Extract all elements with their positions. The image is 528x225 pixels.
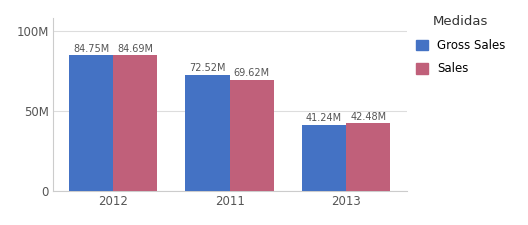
Text: 42.48M: 42.48M: [350, 112, 386, 122]
Legend: Gross Sales, Sales: Gross Sales, Sales: [416, 15, 506, 76]
Bar: [69, 55, 113, 191]
Bar: [302, 125, 346, 191]
Text: 84.75M: 84.75M: [73, 44, 109, 54]
Bar: [113, 55, 157, 191]
Text: 72.52M: 72.52M: [190, 63, 226, 73]
Bar: [346, 123, 391, 191]
Text: 41.24M: 41.24M: [306, 113, 342, 124]
Text: 69.62M: 69.62M: [234, 68, 270, 78]
Bar: [230, 80, 274, 191]
Bar: [185, 75, 230, 191]
Text: 84.69M: 84.69M: [117, 44, 153, 54]
